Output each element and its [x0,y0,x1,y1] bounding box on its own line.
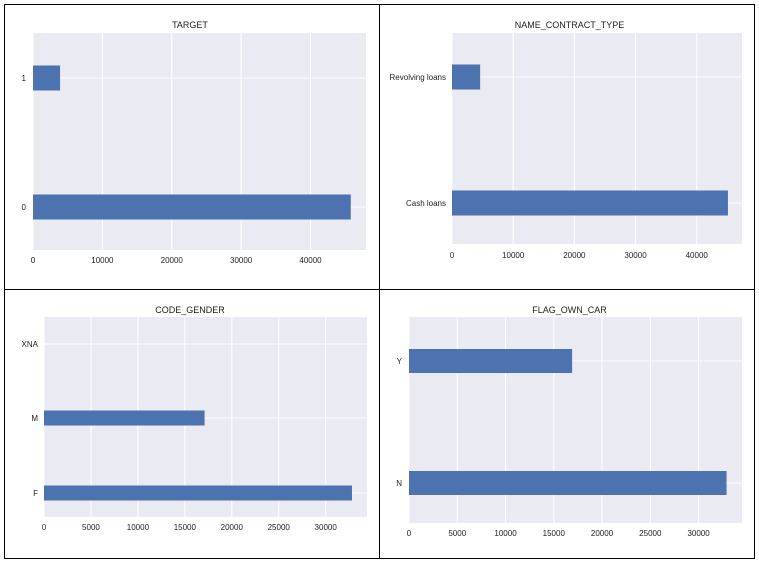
chart-svg: 0 5000 10000 15000 20000 25000 30000 F M XNA [22,317,367,532]
chart-svg: 0 5000 10000 15000 20000 25000 30000 N Y [396,317,742,538]
x-tick-label: 20000 [591,529,614,538]
y-tick-label: N [396,479,402,488]
chart-grid [4,4,755,559]
x-tick-label: 10000 [91,256,114,265]
bar [33,194,351,220]
x-tick-label: 0 [42,523,47,532]
x-tick-label: 0 [31,256,36,265]
x-tick-label: 30000 [315,523,338,532]
bar [409,349,573,373]
chart-title: TARGET [172,20,208,30]
x-tick-label: 40000 [299,256,322,265]
bar [44,485,352,501]
chart-title: NAME_CONTRACT_TYPE [514,20,625,30]
x-tick-label: 20000 [563,251,586,260]
y-tick-label: XNA [22,340,39,349]
x-tick-label: 5000 [82,523,100,532]
chart-svg: 0 10000 20000 30000 40000 0 1 [22,33,366,265]
x-tick-label: 25000 [639,529,662,538]
bar [33,65,61,91]
x-tick-label: 30000 [624,251,647,260]
y-tick-label: Cash loans [406,199,446,208]
x-tick-label: 30000 [230,256,253,265]
x-tick-label: 0 [450,251,455,260]
y-tick-label: Revolving loans [390,73,446,82]
x-tick-label: 20000 [221,523,244,532]
x-tick-label: 0 [407,529,412,538]
bar [409,471,727,495]
y-tick-label: F [33,489,38,498]
y-tick-label: M [31,414,38,423]
bar [452,64,481,90]
chart-title: FLAG_OWN_CAR [532,305,607,315]
chart-title: CODE_GENDER [155,305,225,315]
y-tick-label: Y [397,357,403,366]
chart-target: TARGET 0 10000 20000 30000 40000 0 1 [0,0,380,288]
chart-svg: 0 10000 20000 30000 40000 Cash loans Revolving… [390,33,742,260]
y-tick-label: 1 [22,74,27,83]
x-tick-label: 25000 [268,523,291,532]
panel-divider-horizontal [5,289,754,290]
x-tick-label: 20000 [161,256,184,265]
chart-name-contract-type: NAME_CONTRACT_TYPE 0 10000 20000 30000 40000… [380,0,759,288]
chart-code-gender: CODE_GENDER 0 5000 10000 15000 20000 25000 300… [0,288,380,567]
y-tick-label: 0 [22,203,27,212]
panel-divider-vertical [379,5,380,558]
x-tick-label: 30000 [687,529,710,538]
x-tick-label: 10000 [502,251,525,260]
x-tick-label: 10000 [127,523,150,532]
x-tick-label: 10000 [494,529,517,538]
bar [452,190,728,216]
x-tick-label: 40000 [686,251,709,260]
bar [44,410,205,426]
chart-flag-own-car: FLAG_OWN_CAR 0 5000 10000 15000 20000 25000 30… [380,288,759,567]
x-tick-label: 5000 [448,529,466,538]
x-tick-label: 15000 [174,523,197,532]
x-tick-label: 15000 [543,529,566,538]
